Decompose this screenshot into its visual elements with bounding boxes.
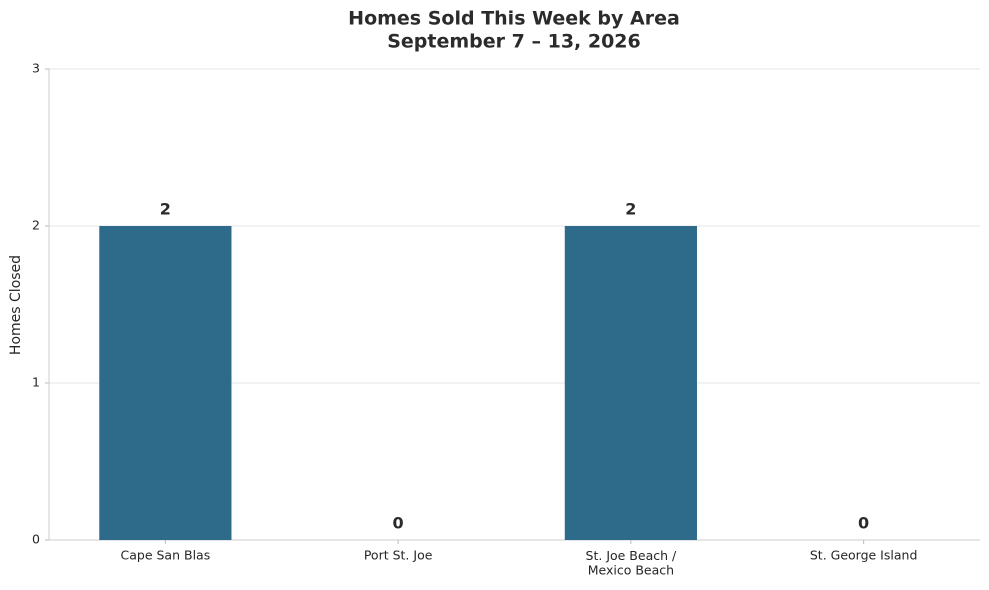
value-label: 0 — [858, 514, 869, 533]
value-label: 0 — [393, 514, 404, 533]
x-tick-label: Cape San Blas — [121, 548, 211, 563]
y-tick-label: 2 — [32, 218, 40, 233]
x-tick-label: St. Joe Beach / Mexico Beach — [586, 548, 677, 577]
value-label: 2 — [160, 200, 171, 219]
bar — [564, 226, 697, 540]
y-tick-label: 3 — [32, 61, 40, 76]
x-tick-label: St. George Island — [810, 548, 918, 563]
chart-title: Homes Sold This Week by Area — [348, 8, 680, 30]
y-tick-label: 1 — [32, 375, 40, 390]
bar — [99, 226, 232, 540]
chart-subtitle: September 7 – 13, 2026 — [387, 31, 641, 53]
value-label: 2 — [625, 200, 636, 219]
y-axis-label: Homes Closed — [8, 255, 24, 355]
x-tick-label: Port St. Joe — [364, 548, 433, 563]
y-tick-label: 0 — [32, 532, 40, 547]
